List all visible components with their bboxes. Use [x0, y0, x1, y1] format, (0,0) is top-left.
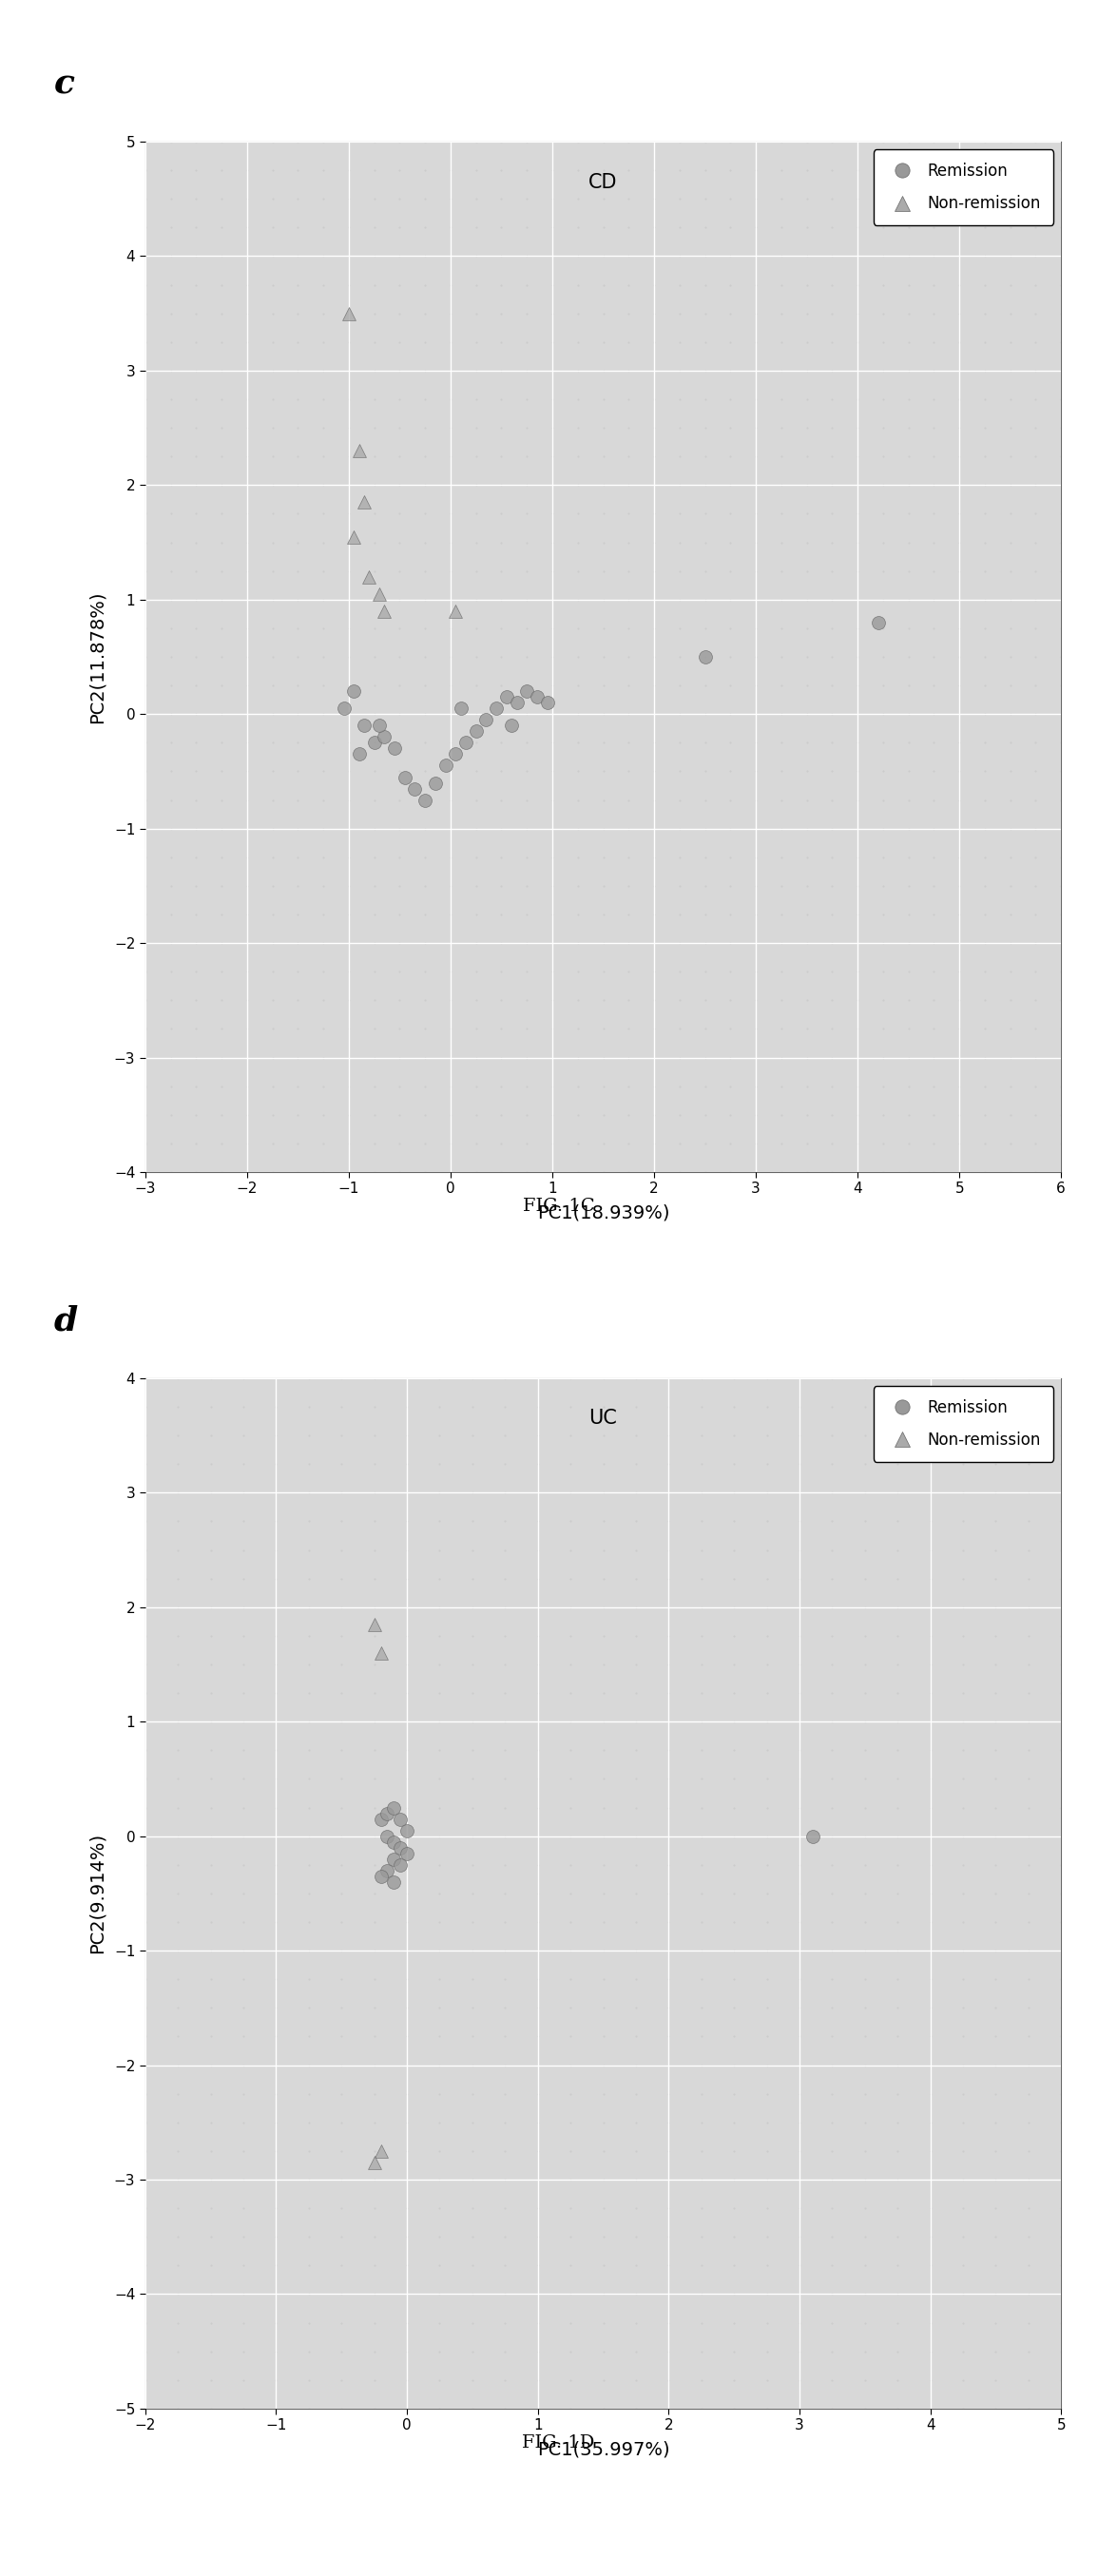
Point — [372, 1855, 390, 1896]
X-axis label: PC1(35.997%): PC1(35.997%) — [537, 2439, 669, 2458]
Point — [467, 711, 485, 752]
Text: FIG. 1C: FIG. 1C — [523, 1198, 594, 1216]
Text: d: d — [54, 1303, 77, 1337]
Point — [385, 1862, 403, 1904]
Text: UC: UC — [589, 1409, 618, 1427]
Point — [345, 515, 363, 556]
Point — [869, 603, 887, 644]
Point — [457, 721, 475, 762]
Point — [398, 1811, 416, 1852]
Point — [503, 706, 521, 747]
Text: FIG. 1D: FIG. 1D — [522, 2434, 594, 2452]
Point — [372, 1798, 390, 1839]
Point — [447, 734, 465, 775]
Point — [385, 729, 403, 770]
Point — [538, 683, 556, 724]
Point — [379, 1850, 397, 1891]
Point — [375, 590, 393, 631]
Point — [350, 734, 367, 775]
Text: c: c — [54, 67, 75, 100]
Point — [385, 1839, 403, 1880]
Point — [385, 1788, 403, 1829]
Point — [391, 1844, 409, 1886]
Point — [417, 781, 435, 822]
Point — [437, 744, 455, 786]
Point — [365, 721, 383, 762]
Point — [398, 1832, 416, 1873]
Point — [391, 1798, 409, 1839]
Point — [451, 688, 469, 729]
Point — [405, 768, 423, 809]
Point — [508, 683, 526, 724]
Point — [350, 430, 367, 471]
Point — [335, 688, 353, 729]
Point — [518, 670, 536, 711]
Point — [427, 762, 445, 804]
Point — [372, 1633, 390, 1674]
X-axis label: PC1(18.939%): PC1(18.939%) — [537, 1203, 669, 1221]
Point — [371, 574, 389, 616]
Y-axis label: PC2(9.914%): PC2(9.914%) — [88, 1834, 106, 1953]
Point — [477, 698, 495, 739]
Point — [355, 706, 373, 747]
Point — [375, 716, 393, 757]
Point — [395, 757, 413, 799]
Point — [372, 2130, 390, 2172]
Point — [345, 670, 363, 711]
Point — [379, 1793, 397, 1834]
Point — [803, 1816, 821, 1857]
Point — [487, 688, 505, 729]
Legend: Remission, Non-remission: Remission, Non-remission — [873, 1386, 1053, 1461]
Point — [371, 706, 389, 747]
Point — [340, 294, 357, 335]
Point — [385, 1821, 403, 1862]
Legend: Remission, Non-remission: Remission, Non-remission — [873, 149, 1053, 224]
Point — [696, 636, 714, 677]
Point — [365, 2141, 383, 2182]
Point — [391, 1826, 409, 1868]
Point — [360, 556, 378, 598]
Y-axis label: PC2(11.878%): PC2(11.878%) — [88, 590, 106, 724]
Text: CD: CD — [589, 173, 618, 191]
Point — [355, 482, 373, 523]
Point — [497, 677, 515, 719]
Point — [365, 1605, 383, 1646]
Point — [528, 677, 546, 719]
Point — [447, 590, 465, 631]
Point — [379, 1816, 397, 1857]
